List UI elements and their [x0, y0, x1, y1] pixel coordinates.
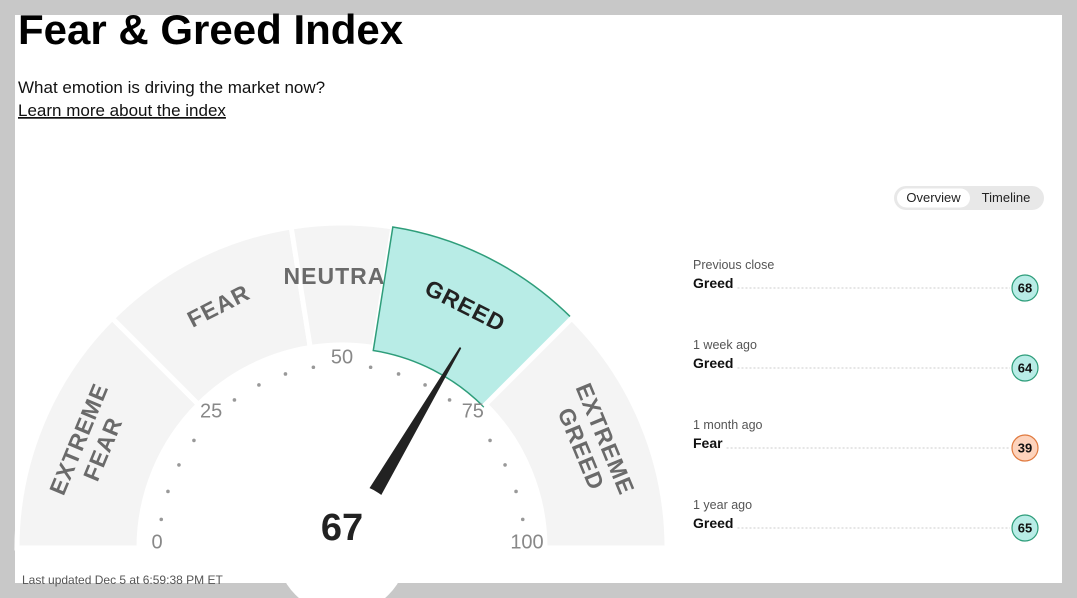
gauge-segment	[14, 314, 202, 551]
history: Previous close Greed 68 1 week ago Greed 64 1 …	[693, 258, 1039, 542]
tick-label: 100	[510, 531, 543, 553]
learn-more-link[interactable]: Learn more about the index	[18, 101, 226, 120]
history-period: 1 week ago	[693, 338, 757, 352]
history-rating: Greed	[693, 515, 733, 531]
history-value: 64	[1018, 360, 1033, 375]
tab[interactable]: Timeline	[982, 190, 1031, 205]
history-badge	[1011, 354, 1039, 382]
tick-dot	[503, 463, 507, 467]
tick-dot	[368, 365, 373, 370]
last-updated: Last updated Dec 5 at 6:59:38 PM ET	[22, 573, 223, 587]
tick-dot	[423, 383, 427, 387]
tick-dot	[257, 383, 261, 387]
needle-hub	[276, 482, 408, 598]
gauge-value: 67	[321, 507, 363, 549]
title: Fear & Greed Index	[18, 6, 404, 53]
history-badge	[1011, 434, 1039, 462]
tick-dot	[192, 438, 196, 443]
gauge-segment	[108, 224, 314, 408]
tick-label: 0	[151, 531, 162, 553]
history-badge	[1011, 514, 1039, 542]
history-period: Previous close	[693, 258, 774, 272]
subtitle: What emotion is driving the market now?	[18, 78, 325, 97]
tab-active-bg	[897, 188, 970, 208]
history-value: 39	[1018, 440, 1032, 455]
tick-dot	[166, 489, 170, 494]
tick-dot	[447, 398, 452, 402]
history-period: 1 month ago	[693, 418, 763, 432]
tick-dot	[488, 438, 492, 443]
history-value: 65	[1018, 520, 1032, 535]
history-rating: Greed	[693, 275, 733, 291]
history-rating: Greed	[693, 355, 733, 371]
tick-dot	[177, 463, 181, 467]
tick-dot	[283, 372, 288, 376]
history-rating: Fear	[693, 435, 723, 451]
gauge-segment	[372, 226, 573, 408]
tick-dot	[159, 517, 164, 522]
tick-label: 25	[200, 400, 222, 422]
tick-label: 50	[331, 346, 353, 368]
tick-dot	[520, 517, 525, 522]
history-value: 68	[1018, 280, 1032, 295]
tick-dot	[396, 372, 401, 376]
tick-label: 75	[462, 400, 484, 422]
tick-dot	[232, 398, 237, 402]
tick-dot	[514, 489, 518, 494]
segment-label: NEUTRAL	[284, 263, 401, 289]
tick-dot	[311, 365, 316, 370]
history-badge	[1011, 274, 1039, 302]
history-period: 1 year ago	[693, 498, 752, 512]
gauge-segment	[482, 314, 670, 551]
tab[interactable]: Overview	[906, 190, 961, 205]
